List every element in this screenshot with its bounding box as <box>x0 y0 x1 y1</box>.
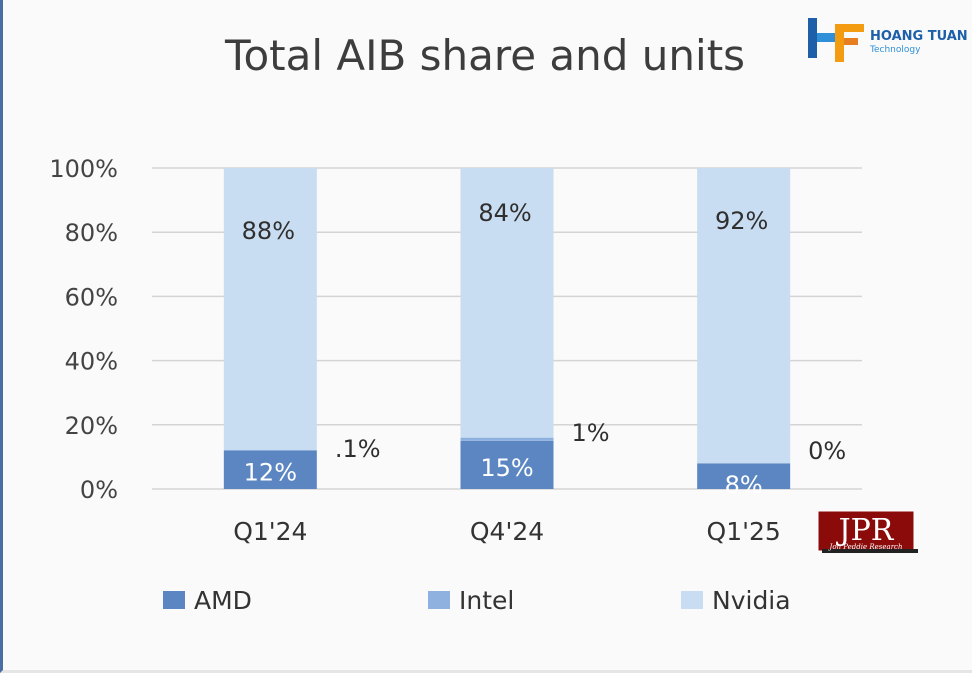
chart-title: Total AIB share and units <box>224 31 745 80</box>
bars <box>223 168 791 489</box>
bar-amd-1 <box>460 440 554 489</box>
y-tick-label: 60% <box>65 283 118 311</box>
data-label-intel: 1% <box>572 419 610 447</box>
bar-nvidia-2 <box>697 168 791 464</box>
x-category-label: Q1'25 <box>707 517 781 546</box>
x-axis-categories: Q1'24 Q4'24 Q1'25 <box>233 517 781 546</box>
y-tick-label: 40% <box>65 348 118 376</box>
bar-nvidia-1 <box>460 168 554 438</box>
logo-subtitle: Technology <box>869 45 921 55</box>
data-label-intel: .1% <box>335 435 381 463</box>
legend-swatch-intel <box>428 591 450 609</box>
bar-intel-1 <box>460 437 554 441</box>
jpr-watermark: JPR Jon Peddie Research <box>817 510 918 553</box>
legend-swatch-amd <box>163 591 185 609</box>
y-axis-ticks: 0% 20% 40% 60% 80% 100% <box>49 155 118 504</box>
data-label-amd: 12% <box>244 459 297 487</box>
data-label-amd: 8% <box>725 471 763 499</box>
legend-swatch-nvidia <box>681 591 703 609</box>
hoang-tuan-logo-icon <box>808 18 864 62</box>
jpr-logo-subtext: Jon Peddie Research <box>828 543 903 551</box>
y-tick-label: 100% <box>49 155 118 183</box>
legend-label-nvidia: Nvidia <box>712 586 791 615</box>
legend: AMD Intel Nvidia <box>163 586 791 615</box>
data-label-nvidia: 88% <box>242 217 295 245</box>
y-tick-label: 0% <box>80 476 118 504</box>
data-label-intel: 0% <box>808 437 846 465</box>
logo-name: HOANG TUAN <box>870 29 968 44</box>
legend-label-amd: AMD <box>194 586 252 615</box>
bar-amd-0 <box>223 450 317 489</box>
legend-label-intel: Intel <box>459 586 514 615</box>
hoang-tuan-logo: HOANG TUAN Technology <box>808 18 968 62</box>
data-label-amd: 15% <box>480 454 533 482</box>
x-category-label: Q1'24 <box>233 517 307 546</box>
jpr-logo-text: JPR <box>836 513 895 548</box>
data-label-nvidia: 84% <box>478 199 531 227</box>
bar-amd-2 <box>697 463 791 489</box>
bar-nvidia-0 <box>223 168 317 451</box>
y-tick-label: 20% <box>65 412 118 440</box>
data-labels: 12% .1% 88% 15% 1% 84% 8% 0% 92% <box>242 199 847 499</box>
y-tick-label: 80% <box>65 219 118 247</box>
data-label-nvidia: 92% <box>715 207 768 235</box>
x-category-label: Q4'24 <box>470 517 544 546</box>
